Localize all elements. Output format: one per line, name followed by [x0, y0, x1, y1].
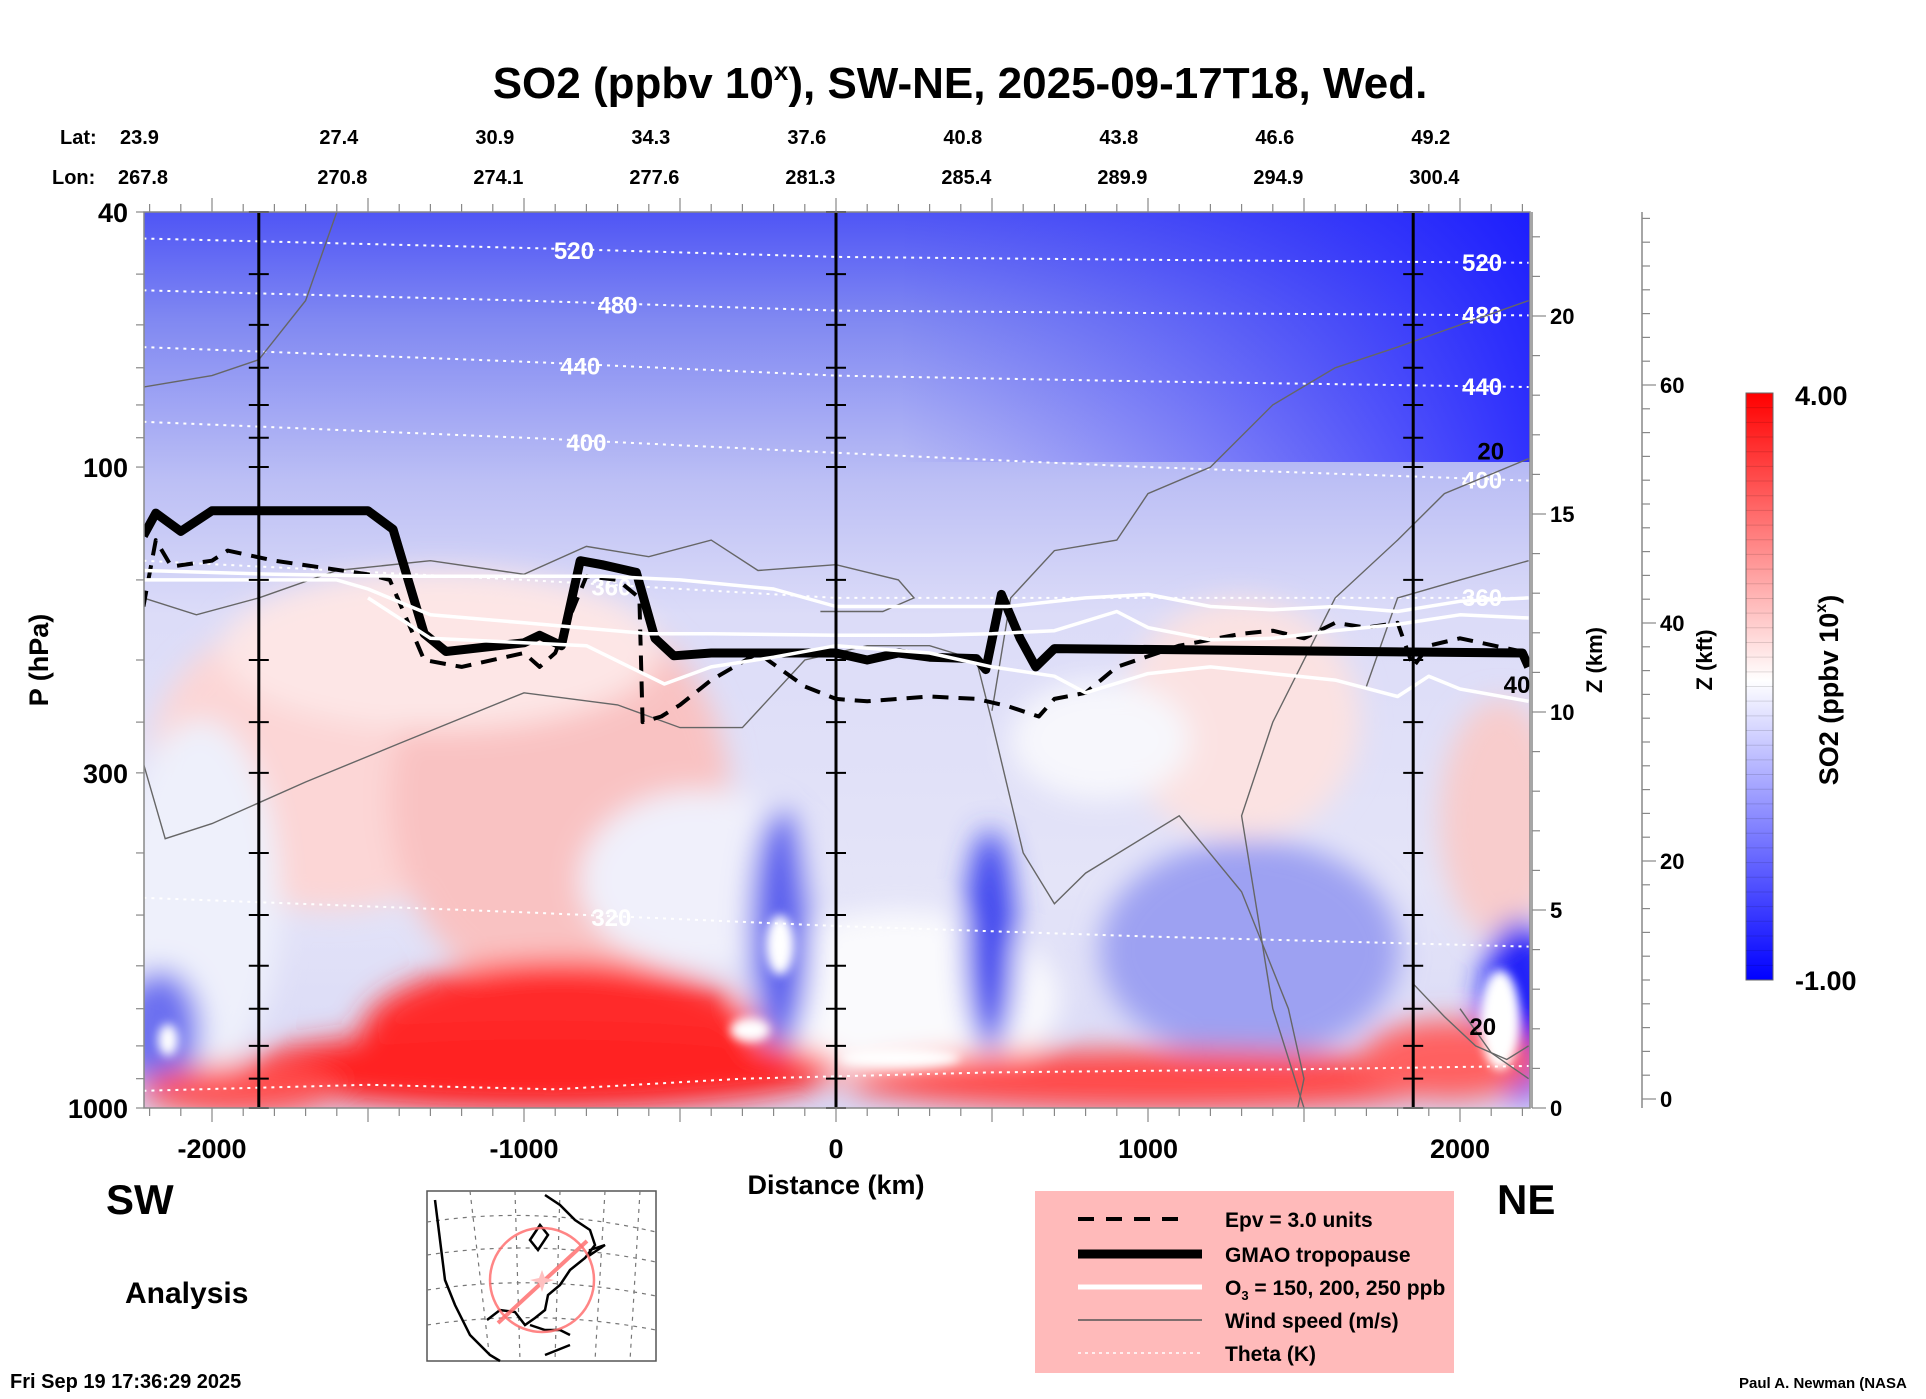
theta-contour-low	[144, 1065, 1529, 1092]
x-axis-title: Distance (km)	[747, 1170, 924, 1200]
legend: Epv = 3.0 units GMAO tropopause O3 = 150…	[1035, 1191, 1454, 1373]
wind-speed-contour	[144, 539, 916, 616]
lon-value: 281.3	[785, 167, 835, 189]
ne-label: NE	[1497, 1176, 1555, 1223]
map-graticule	[426, 1190, 657, 1362]
z-km-tick-label: 10	[1550, 700, 1574, 725]
series-gmao-tropopause	[144, 506, 1530, 675]
z-kft-tick-label: 0	[1660, 1087, 1672, 1112]
colorbar: 4.00 -1.00 SO2 (ppbv 10x)	[1745, 381, 1857, 996]
colorbar-min-label: -1.00	[1795, 966, 1857, 996]
colorbar-title: SO2 (ppbv 10x)	[1813, 595, 1844, 785]
legend-tropopause-label: GMAO tropopause	[1225, 1244, 1411, 1267]
lon-value: 285.4	[941, 167, 992, 189]
lon-value: 294.9	[1253, 167, 1303, 189]
z-km-tick-label: 20	[1550, 304, 1574, 329]
timestamp: Fri Sep 19 17:36:29 2025	[10, 1371, 241, 1393]
lon-value: 270.8	[317, 167, 367, 189]
wind-speed-contour	[991, 299, 1529, 711]
series-o3-250-ppb	[367, 596, 1529, 704]
lat-value: 34.3	[631, 127, 670, 149]
colorbar-bands	[1746, 407, 1773, 966]
x-tick-label: 2000	[1430, 1134, 1490, 1164]
z-kft-axis-title: Z (kft)	[1692, 629, 1717, 690]
wind-speed-contour	[1412, 983, 1529, 1061]
lat-value: 27.4	[319, 127, 359, 149]
wind-speed-contour	[1459, 1008, 1529, 1080]
location-map-inset	[426, 1190, 657, 1363]
colorbar-max-label: 4.00	[1795, 381, 1848, 411]
y-tick-label: 300	[83, 759, 128, 789]
lon-value: 267.8	[118, 167, 168, 189]
y-tick-label: 1000	[68, 1094, 128, 1124]
credit: Paul A. Newman (NASA	[1739, 1375, 1907, 1392]
theta-label-400: 400	[566, 430, 606, 457]
y-axis-title: P (hPa)	[24, 614, 54, 707]
legend-theta-label: Theta (K)	[1225, 1343, 1316, 1366]
lon-value: 274.1	[473, 167, 523, 189]
lat-value: 40.8	[943, 127, 982, 149]
z-kft-tick-label: 20	[1660, 849, 1684, 874]
wind-speed-contour	[1240, 457, 1529, 1108]
lat-lon-header: Lat: Lon: 23.9 267.8 27.4 270.8 30.9 274.1 34.…	[52, 127, 1460, 189]
so2-field	[144, 212, 1530, 1108]
lat-value: 37.6	[787, 127, 826, 149]
y-tick-label: 100	[83, 453, 128, 483]
chart-title: SO2 (ppbv 10x), SW-NE, 2025-09-17T18, We…	[493, 56, 1428, 108]
z-km-tick-label: 15	[1550, 502, 1574, 527]
wind-speed-contour	[1365, 560, 1529, 687]
wind-speed-label: 20	[1469, 1014, 1496, 1041]
theta-label-520: 520	[554, 238, 594, 265]
lat-label: Lat:	[60, 127, 97, 149]
lat-value: 23.9	[120, 127, 159, 149]
sw-label: SW	[106, 1176, 174, 1223]
analysis-label: Analysis	[125, 1277, 248, 1310]
x-tick-label: -2000	[177, 1134, 246, 1164]
legend-epv-label: Epv = 3.0 units	[1225, 1209, 1373, 1232]
lat-value: 49.2	[1411, 127, 1450, 149]
wind-speed-label: 20	[1477, 438, 1504, 465]
z-km-tick-label: 5	[1550, 898, 1562, 923]
legend-wind-label: Wind speed (m/s)	[1225, 1310, 1399, 1333]
lon-value: 289.9	[1097, 167, 1147, 189]
wind-speed-contour	[144, 645, 1305, 1108]
theta-label-440: 440	[560, 353, 600, 380]
x-tick-label: -1000	[489, 1134, 558, 1164]
series-o3-200-ppb	[144, 578, 1529, 642]
wind-speed-label: 40	[1504, 672, 1531, 699]
theta-right-label-440: 440	[1462, 374, 1502, 401]
map-coastline	[433, 1193, 606, 1363]
lon-label: Lon:	[52, 167, 95, 189]
map-center-star	[530, 1270, 554, 1292]
colorbar-gradient	[1745, 392, 1774, 981]
lon-value: 277.6	[629, 167, 679, 189]
map-range-circle	[488, 1226, 596, 1334]
z-kft-tick-label: 60	[1660, 373, 1684, 398]
lon-value: 300.4	[1409, 167, 1460, 189]
lat-value: 43.8	[1099, 127, 1138, 149]
legend-background	[1035, 1191, 1454, 1373]
x-tick-label: 1000	[1118, 1134, 1178, 1164]
theta-right-label-520: 520	[1462, 250, 1502, 277]
lat-value: 30.9	[475, 127, 514, 149]
y-tick-label: 40	[98, 198, 128, 228]
axes: -2000 -1000 0 1000 2000 40 100 300 1000 0 5 10 15 20 0…	[68, 198, 1684, 1164]
z-km-axis-title: Z (km)	[1582, 627, 1607, 693]
z-km-tick-label: 0	[1550, 1096, 1562, 1121]
z-kft-tick-label: 40	[1660, 611, 1684, 636]
series-o3-150-ppb	[144, 568, 1529, 614]
series-epv-3-0-units	[144, 538, 1530, 725]
lat-value: 46.6	[1255, 127, 1294, 149]
legend-o3-label: O3 = 150, 200, 250 ppb	[1225, 1277, 1445, 1303]
theta-right-label-480: 480	[1462, 302, 1502, 329]
theta-label-320: 320	[591, 905, 631, 932]
theta-label-480: 480	[598, 292, 638, 319]
x-tick-label: 0	[828, 1134, 843, 1164]
